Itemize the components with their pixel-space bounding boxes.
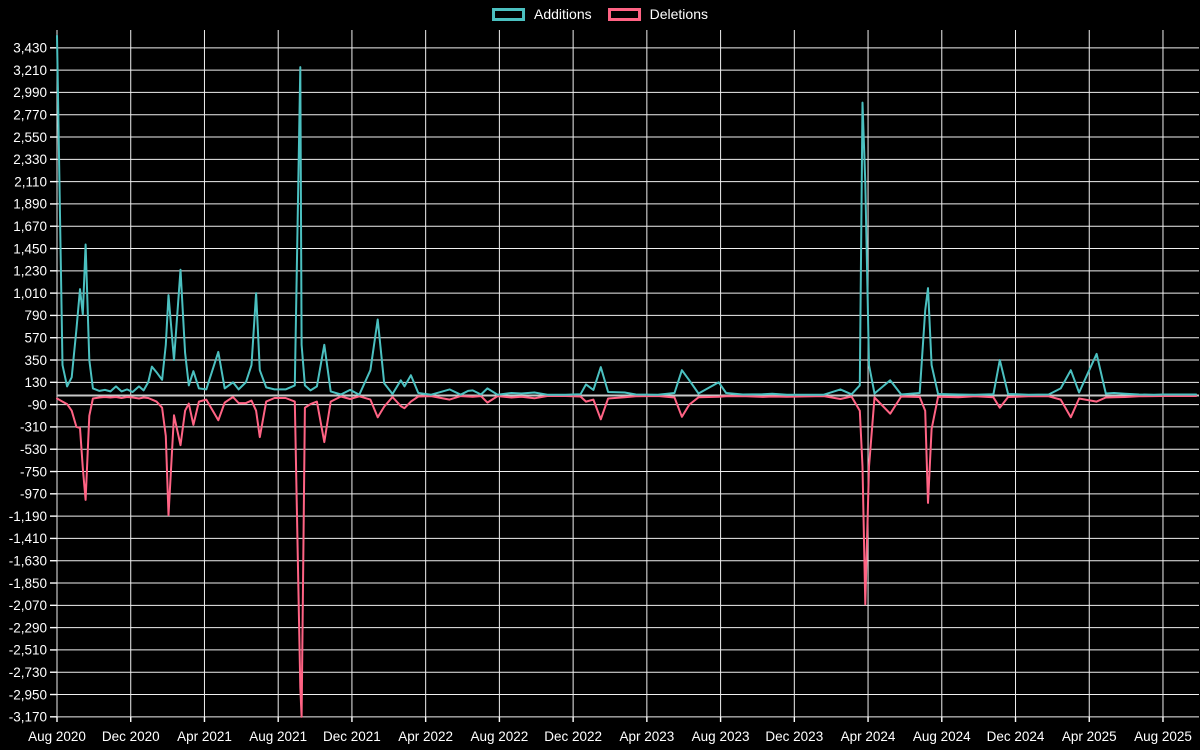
y-tick-label: -1,630 <box>9 554 47 569</box>
x-tick-label: Dec 2021 <box>323 729 381 744</box>
y-tick-label: 3,210 <box>13 63 47 78</box>
y-tick-label: 2,110 <box>14 174 47 189</box>
y-tick-label: 2,990 <box>13 85 47 100</box>
y-axis-tick-labels: 3,430 3,210 2,990 2,770 2,550 2,330 2,110 1,890… <box>9 41 47 725</box>
additions-swatch-icon <box>492 7 526 21</box>
legend-item-additions[interactable]: Additions <box>492 6 592 22</box>
y-tick-label: 1,230 <box>13 264 47 279</box>
y-tick-label: -750 <box>20 464 47 479</box>
y-tick-label: -310 <box>20 420 47 435</box>
y-tick-label: -2,290 <box>9 620 47 635</box>
y-tick-label: 3,430 <box>13 41 47 56</box>
x-tick-label: Apr 2024 <box>841 729 896 744</box>
y-tick-label: -1,850 <box>9 576 47 591</box>
x-tick-label: Aug 2025 <box>1134 729 1192 744</box>
y-tick-label: -2,510 <box>9 643 47 658</box>
y-tick-label: -2,950 <box>9 687 47 702</box>
x-axis-tick-labels: Aug 2020 Dec 2020 Apr 2021 Aug 2021 Dec 2021… <box>28 729 1192 744</box>
y-tick-label: -2,730 <box>9 665 47 680</box>
legend-item-deletions[interactable]: Deletions <box>607 6 708 22</box>
additions-line <box>56 34 1198 396</box>
x-tick-label: Apr 2022 <box>398 729 453 744</box>
y-tick-label: 570 <box>24 331 47 346</box>
y-tick-label: -1,190 <box>9 509 47 524</box>
y-tick-label: -530 <box>20 442 47 457</box>
y-tick-label: -90 <box>27 397 47 412</box>
y-gridlines <box>50 47 1199 718</box>
x-tick-label: Aug 2023 <box>692 729 750 744</box>
x-tick-label: Apr 2023 <box>619 729 674 744</box>
y-tick-label: 2,550 <box>13 130 47 145</box>
y-tick-label: -3,170 <box>9 710 47 725</box>
x-tick-label: Aug 2022 <box>470 729 528 744</box>
x-tick-label: Aug 2021 <box>249 729 307 744</box>
x-tick-label: Dec 2023 <box>765 729 823 744</box>
y-tick-label: 130 <box>24 375 47 390</box>
x-tick-label: Apr 2025 <box>1062 729 1117 744</box>
chart-legend: Additions Deletions <box>492 6 708 22</box>
y-tick-label: -970 <box>20 487 47 502</box>
y-tick-label: -1,410 <box>9 531 47 546</box>
legend-label-additions: Additions <box>534 6 592 22</box>
x-tick-label: Apr 2021 <box>177 729 232 744</box>
y-tick-label: 350 <box>24 353 47 368</box>
y-tick-label: 2,770 <box>13 108 47 123</box>
x-gridlines <box>56 30 1164 722</box>
y-tick-label: 1,450 <box>13 241 47 256</box>
y-tick-label: -2,070 <box>9 598 47 613</box>
deletions-line <box>56 395 1198 718</box>
x-tick-label: Dec 2020 <box>102 729 160 744</box>
y-tick-label: 1,670 <box>13 219 47 234</box>
x-tick-label: Aug 2020 <box>28 729 86 744</box>
deletions-swatch-icon <box>607 7 641 21</box>
y-tick-label: 790 <box>24 308 47 323</box>
y-tick-label: 2,330 <box>13 152 47 167</box>
y-tick-label: 1,890 <box>13 197 47 212</box>
y-tick-label: 1,010 <box>13 286 47 301</box>
x-tick-label: Dec 2022 <box>544 729 602 744</box>
x-tick-label: Aug 2024 <box>913 729 971 744</box>
x-tick-label: Dec 2024 <box>987 729 1045 744</box>
legend-label-deletions: Deletions <box>649 6 708 22</box>
